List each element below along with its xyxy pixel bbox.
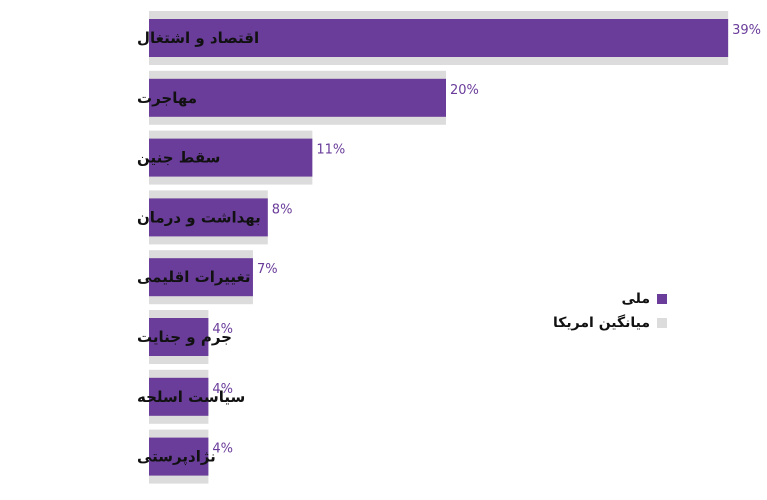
legend-item-national: ملی [553, 287, 668, 311]
category-label-2: سقط جنین [137, 149, 220, 167]
bar-national-7 [149, 437, 209, 476]
value-label-6: 4% [212, 382, 233, 397]
category-label-0: اقتصاد و اشتغال [137, 29, 259, 47]
value-label-0: 39% [732, 23, 761, 38]
bar-national-4 [149, 258, 253, 297]
value-label-4: 7% [257, 262, 278, 277]
category-label-6: سیاست اسلحه [137, 388, 245, 406]
value-label-3: 8% [272, 202, 293, 217]
bar-national-3 [149, 198, 268, 237]
category-label-5: جرم و جنایت [137, 328, 232, 346]
legend-item-us-average: میانگین امریکا [553, 311, 668, 335]
category-label-7: نژادپرستی [137, 448, 216, 467]
bar-national-2 [149, 138, 313, 177]
legend: ملی میانگین امریکا [553, 287, 668, 335]
bar-national-0 [149, 19, 729, 57]
category-label-3: بهداشت و درمان [137, 208, 261, 226]
value-label-2: 11% [316, 143, 345, 158]
bar-national-1 [149, 78, 446, 117]
category-label-1: مهاجرت [137, 89, 197, 107]
legend-swatch-national [657, 294, 668, 304]
legend-label-national: ملی [621, 291, 651, 307]
value-label-5: 4% [212, 322, 233, 337]
category-label-4: تغییرات اقلیمی [137, 268, 251, 286]
bar-national-5 [149, 318, 209, 356]
value-label-7: 4% [212, 442, 233, 457]
legend-label-us-average: میانگین امریکا [553, 315, 651, 331]
bar-national-6 [149, 377, 209, 416]
value-label-1: 20% [450, 83, 479, 98]
legend-swatch-us-average [657, 318, 668, 328]
